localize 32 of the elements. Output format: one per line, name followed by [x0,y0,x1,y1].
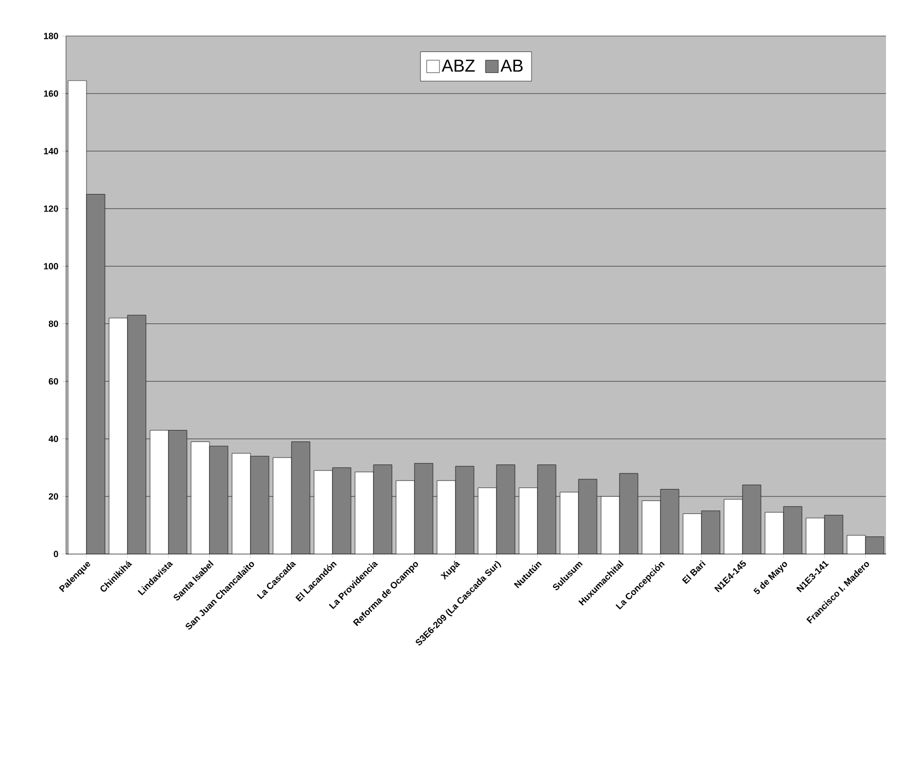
y-tick-label: 160 [44,90,58,97]
bar [537,464,556,554]
bar [660,489,680,554]
bar [168,430,188,554]
bar [701,510,720,554]
y-tick-label: 180 [44,32,58,40]
legend-label: ABZ [442,60,475,72]
bar [455,466,474,554]
bar [783,506,802,554]
y-tick-label: 40 [48,436,58,442]
bar [496,464,516,554]
bar [86,194,106,554]
legend-label: AB [500,60,523,72]
bar [291,442,310,554]
bar [742,484,762,554]
bar [824,514,844,554]
bar [578,478,598,554]
bar [865,536,884,554]
bar [209,446,228,554]
y-tick-label: 80 [48,320,58,327]
y-tick-label: 60 [48,378,58,385]
y-tick-label: 0 [54,550,58,558]
bar [373,464,392,554]
y-tick-label: 100 [44,263,58,270]
bar [250,456,270,554]
bar [414,463,434,554]
bar [619,473,638,554]
y-tick-label: 120 [44,205,58,212]
bar [332,467,352,554]
y-tick-label: 140 [44,148,58,154]
bar [127,314,146,554]
y-tick-label: 20 [48,493,58,500]
